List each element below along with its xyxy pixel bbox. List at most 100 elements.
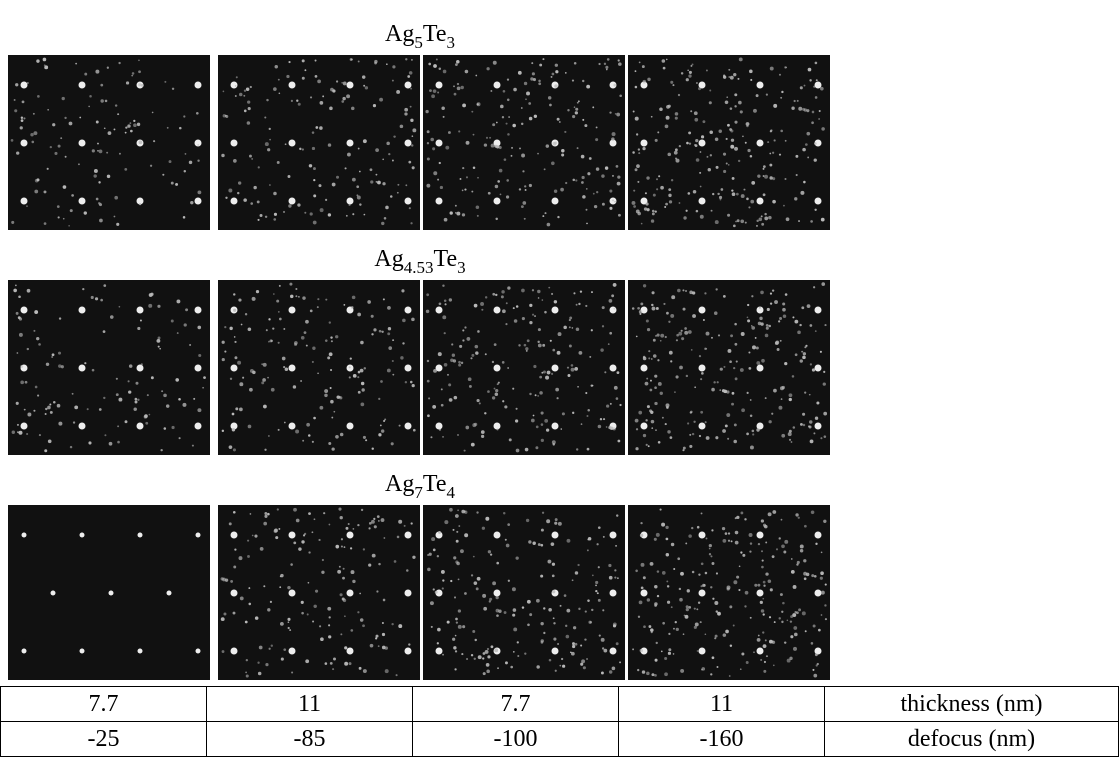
dot (712, 656, 715, 659)
dot (494, 388, 496, 390)
dot (513, 608, 517, 612)
dot (197, 160, 199, 162)
dot (235, 85, 237, 87)
dot (20, 380, 24, 384)
dot (458, 525, 460, 527)
dot (264, 515, 267, 518)
dot (785, 67, 787, 69)
bright-spot (80, 533, 85, 538)
dot (443, 70, 447, 74)
dot (464, 189, 466, 191)
dot (796, 563, 798, 565)
dot (615, 113, 617, 115)
dot (531, 62, 533, 64)
dot (99, 408, 102, 411)
dot (379, 330, 382, 333)
dot (595, 138, 598, 141)
dot (770, 588, 773, 591)
dot (260, 547, 264, 551)
dot (723, 295, 726, 298)
dot (261, 363, 263, 365)
dot (709, 101, 712, 104)
dot (677, 557, 680, 560)
dot (438, 531, 441, 534)
dot (189, 161, 192, 164)
dot (717, 381, 719, 383)
dot (340, 516, 343, 519)
dot (686, 608, 689, 611)
simulated-image (423, 280, 625, 455)
dot (285, 367, 289, 371)
dot (552, 590, 555, 593)
dot (410, 119, 413, 122)
dot (517, 655, 519, 657)
dot (821, 591, 825, 595)
dot (460, 549, 464, 553)
dot (327, 356, 330, 359)
dot (243, 198, 247, 202)
dot (95, 297, 98, 300)
dot (375, 637, 377, 639)
dot (99, 219, 103, 223)
dot (16, 402, 19, 405)
subscript: 4 (446, 483, 455, 502)
dot (363, 85, 365, 87)
dot (487, 390, 490, 393)
dot (132, 72, 135, 75)
dot (433, 369, 437, 373)
dot (742, 554, 745, 557)
dot (84, 73, 87, 76)
dot (277, 161, 280, 164)
dot (458, 364, 461, 367)
dot (469, 385, 472, 388)
dot (328, 635, 331, 638)
dot (431, 537, 435, 541)
bright-spot (196, 649, 201, 654)
dot (476, 205, 480, 209)
bright-spot (610, 532, 617, 539)
dot (617, 577, 619, 579)
dot (486, 663, 490, 667)
dot (723, 633, 727, 637)
dot (757, 174, 760, 177)
dot (765, 572, 768, 575)
dot (596, 191, 598, 193)
dot (178, 398, 181, 401)
dot (118, 62, 120, 64)
dot (818, 629, 821, 632)
dot (761, 550, 763, 552)
dot (439, 67, 441, 69)
dot (349, 204, 351, 206)
dot (582, 176, 585, 179)
dot (670, 360, 672, 362)
dot (602, 609, 604, 611)
dot (18, 431, 22, 435)
dot (709, 548, 711, 550)
dot (779, 317, 782, 320)
dot (229, 522, 232, 525)
dot (477, 330, 480, 333)
bright-spot (405, 140, 412, 147)
dot (346, 527, 349, 530)
dot (602, 306, 605, 309)
dot (497, 667, 499, 669)
bright-spot (79, 307, 86, 314)
dot (675, 148, 678, 151)
dot (492, 123, 495, 126)
dot (581, 155, 585, 159)
dot (313, 417, 316, 420)
dot (543, 607, 545, 609)
dot (13, 289, 17, 293)
dot (521, 154, 525, 158)
dot (17, 431, 19, 433)
dot (571, 368, 575, 372)
dot (462, 167, 464, 169)
dot (612, 175, 614, 177)
dot (315, 590, 318, 593)
dot (458, 130, 460, 132)
table-cell: -100 (413, 722, 619, 757)
dot (466, 176, 468, 178)
dot (719, 389, 721, 391)
formula-label: Ag4.53Te3 (374, 246, 465, 277)
dot (278, 311, 280, 313)
